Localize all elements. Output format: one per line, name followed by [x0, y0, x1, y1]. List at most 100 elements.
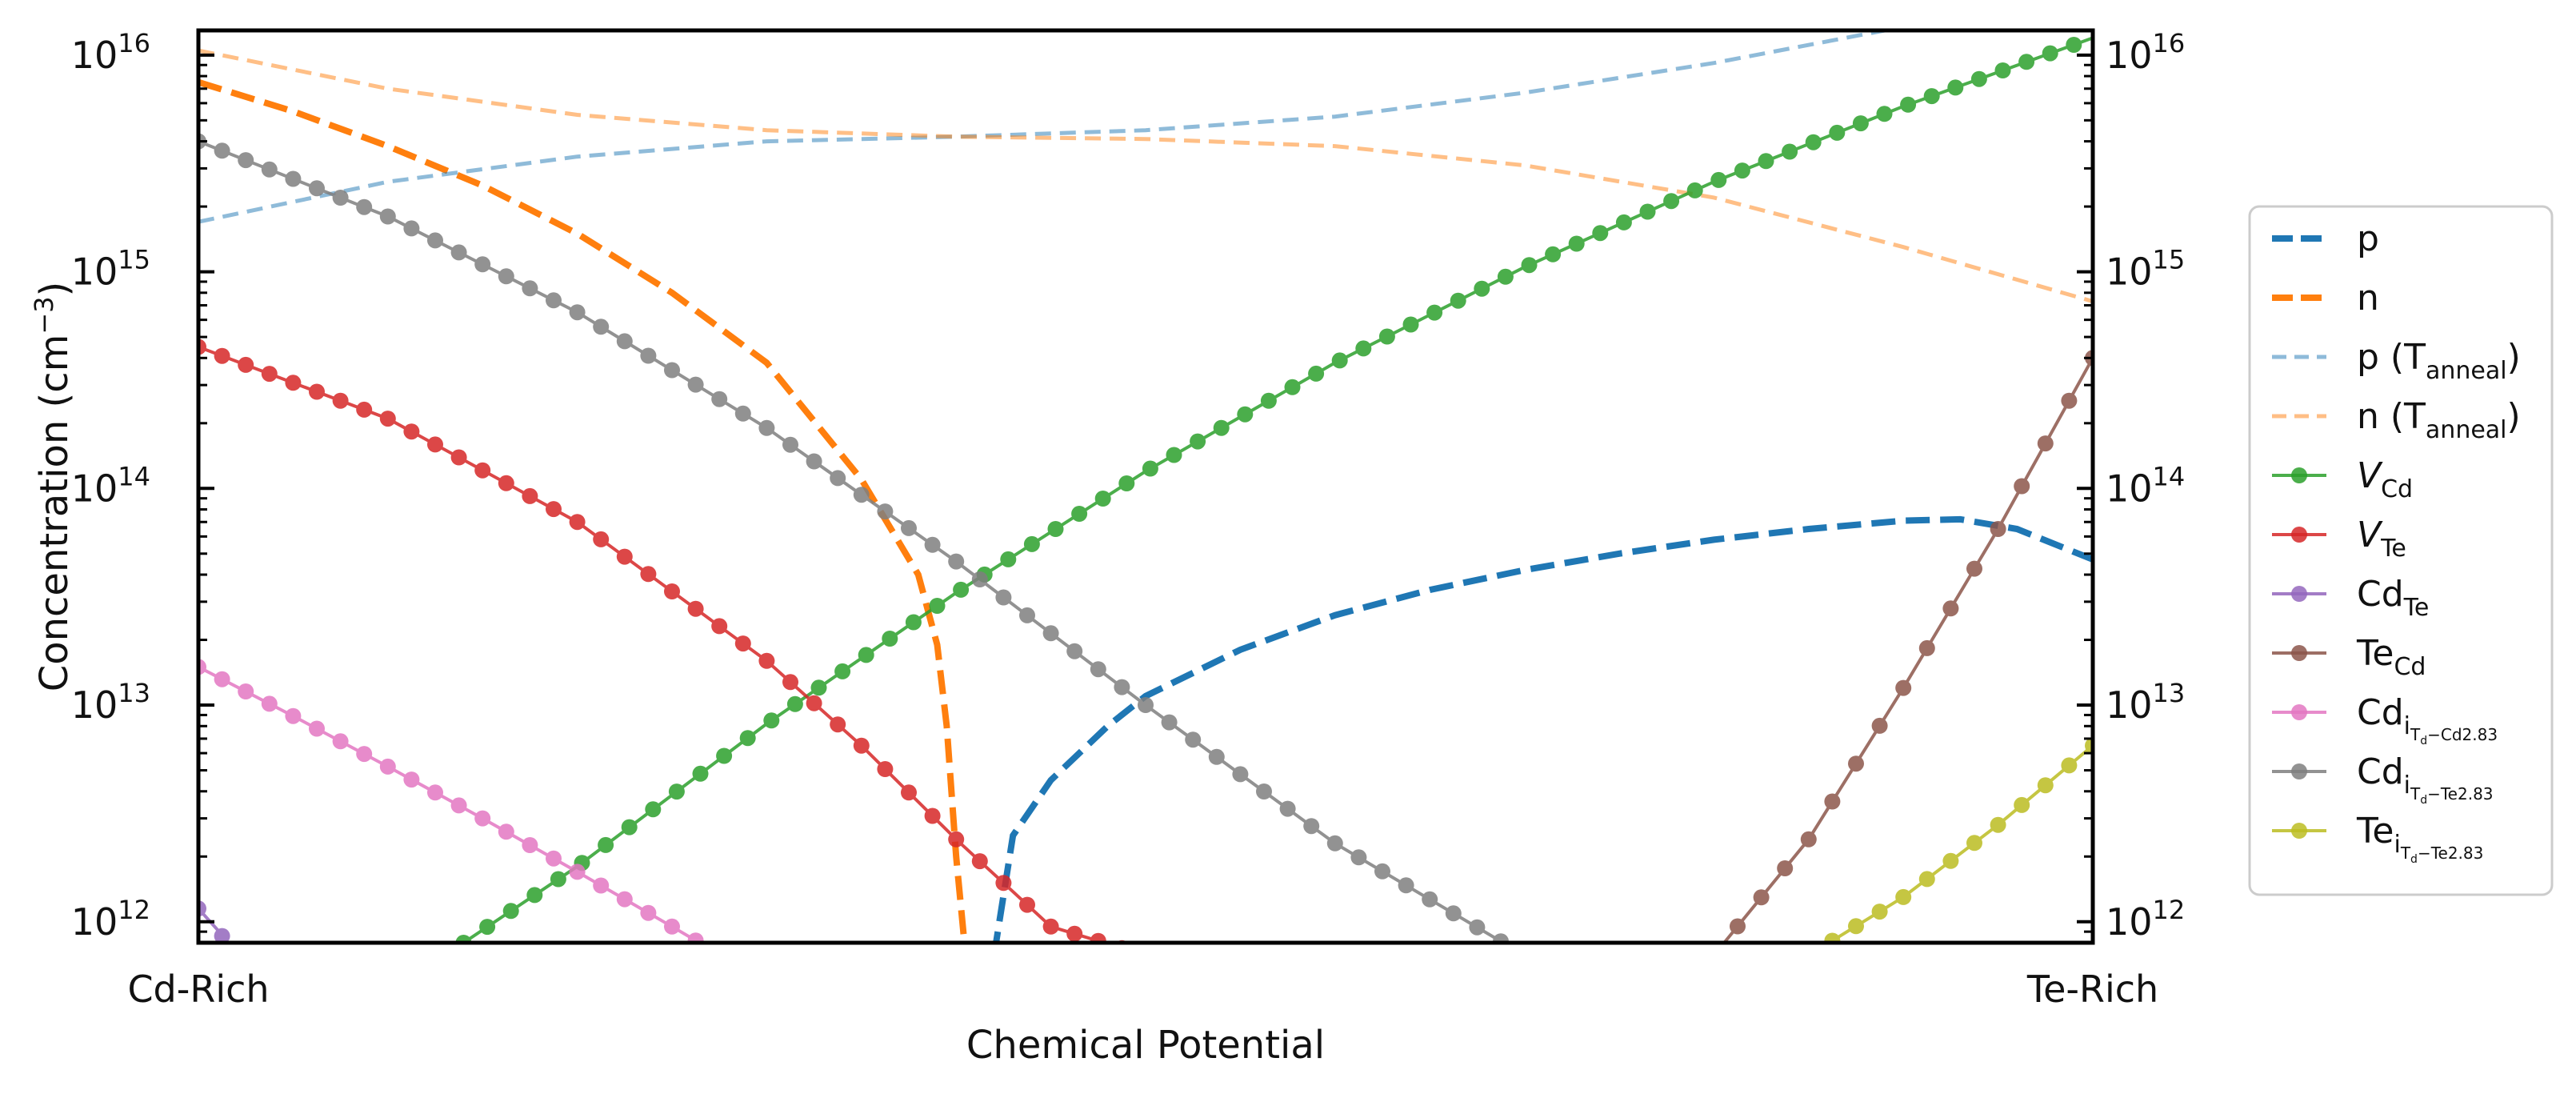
data-point-Cd_i_Te	[1445, 905, 1462, 922]
data-point-V_Te	[971, 853, 988, 870]
legend-label-suffix: )	[2507, 337, 2521, 378]
data-point-V_Cd	[1237, 406, 1254, 423]
data-point-V_Te	[474, 462, 491, 479]
data-point-Cd_i_Cd	[616, 891, 633, 908]
legend-label-sub: Cd	[2394, 653, 2426, 681]
data-point-V_Cd	[1947, 79, 1964, 96]
data-point-Te_Cd	[1990, 521, 2006, 537]
data-point-V_Cd	[1592, 225, 1609, 242]
legend-marker-Te_i_Te	[2291, 823, 2307, 839]
data-point-V_Te	[261, 366, 278, 383]
data-point-V_Cd	[1378, 328, 1395, 345]
data-point-Te_Cd	[1777, 860, 1794, 876]
data-point-V_Cd	[692, 765, 709, 782]
legend-label-sub: i	[2404, 712, 2410, 740]
x-tick-label-right: Te-Rich	[2026, 968, 2158, 1011]
y-axis-label-main: Concentration (cm	[32, 335, 77, 692]
data-point-V_Te	[356, 401, 373, 418]
data-point-Cd_i_Te	[522, 280, 538, 297]
series-V_Cd	[455, 36, 2093, 943]
series-Te_i_Te	[1824, 737, 2093, 943]
legend-label-sub: anneal	[2426, 416, 2507, 444]
legend-label-main: Cd	[2357, 692, 2404, 733]
series-p_anneal	[198, 30, 1896, 224]
data-point-V_Te	[853, 737, 870, 754]
y-tick-base: 10	[71, 683, 118, 727]
data-point-V_Cd	[1639, 203, 1656, 220]
data-point-Cd_i_Te	[474, 256, 491, 273]
data-point-Cd_i_Te	[1138, 697, 1154, 713]
y-tick-label-right: 1016	[2106, 28, 2185, 77]
data-point-V_Cd	[1331, 352, 1348, 369]
y-tick-exp: 12	[118, 895, 150, 925]
legend-label-main: Te	[2356, 633, 2394, 674]
legend-marker-Te_Cd	[2291, 645, 2307, 661]
data-point-V_Cd	[1000, 551, 1017, 567]
y-tick-base: 10	[71, 467, 118, 510]
data-point-V_Cd	[1284, 379, 1301, 395]
data-point-Cd_i_Te	[901, 519, 917, 536]
y-tick-exp: 15	[2153, 245, 2186, 275]
legend-label-Te_Cd: TeCd	[2356, 633, 2426, 681]
data-point-Te_i_Te	[1895, 888, 1912, 905]
data-point-Te_i_Te	[1871, 904, 1888, 920]
data-point-V_Te	[734, 635, 751, 652]
data-point-V_Cd	[739, 730, 756, 747]
data-point-V_Cd	[1829, 124, 1846, 141]
data-point-Cd_i_Cd	[332, 733, 349, 750]
data-point-Cd_i_Te	[238, 152, 254, 169]
series-Cd_i_Te	[198, 133, 1509, 943]
data-point-Cd_i_Te	[1232, 766, 1249, 783]
series-line-p_anneal	[198, 30, 1896, 224]
data-point-V_Te	[522, 487, 538, 504]
legend-label-sub: anneal	[2426, 357, 2507, 385]
legend-label-sub: Te	[2380, 535, 2406, 563]
data-point-V_Te	[450, 449, 467, 466]
series-Te_Cd	[1706, 350, 2093, 964]
data-point-Te_Cd	[2037, 435, 2054, 452]
legend-item-n_anneal: n (Tanneal)	[2272, 396, 2521, 444]
data-point-Cd_i_Te	[1042, 625, 1059, 642]
data-point-V_Cd	[526, 887, 543, 904]
legend-label-sub: i	[2404, 771, 2410, 799]
data-point-Cd_i_Te	[569, 304, 586, 321]
data-point-V_Te	[640, 566, 657, 583]
y-tick-exp: 16	[2153, 28, 2186, 58]
data-point-V_Cd	[786, 695, 803, 712]
data-point-Te_Cd	[1730, 918, 1746, 935]
data-point-Te_Cd	[1706, 948, 1722, 964]
data-point-Cd_i_Cd	[309, 720, 325, 737]
data-point-V_Cd	[550, 871, 566, 888]
legend-label-sub: i	[2394, 831, 2400, 859]
data-point-Cd_i_Cd	[403, 771, 420, 788]
data-point-V_Te	[1042, 918, 1059, 935]
data-point-V_Cd	[1142, 460, 1158, 477]
data-point-V_Cd	[2066, 37, 2082, 53]
y-tick-base: 10	[2106, 900, 2153, 944]
data-point-Cd_i_Te	[830, 470, 846, 487]
data-point-V_Cd	[1615, 214, 1632, 230]
data-point-Te_Cd	[1753, 889, 1770, 906]
data-point-Cd_i_Cd	[498, 824, 514, 840]
legend-label-suffix: )	[2507, 396, 2521, 437]
y-tick-label-right: 1013	[2106, 678, 2185, 727]
x-axis-label: Chemical Potential	[966, 1023, 1325, 1068]
data-point-Cd_i_Te	[332, 190, 349, 206]
data-point-Cd_i_Cd	[214, 671, 230, 687]
legend-marker-Cd_i_Cd	[2291, 704, 2307, 720]
data-point-V_Te	[1138, 948, 1154, 964]
y-axis-label: Concentration (cm−3)	[29, 282, 77, 692]
data-point-V_Te	[285, 375, 302, 391]
data-point-V_Cd	[1402, 316, 1419, 333]
legend-label-Cd_i_Cd: CdiTd−Cd2.83	[2357, 692, 2498, 747]
legend-item-n: n	[2272, 278, 2379, 319]
data-point-Cd_i_Te	[1303, 818, 1320, 835]
legend-label-V_Cd: VCd	[2357, 455, 2413, 503]
y-tick-base: 10	[71, 34, 118, 77]
legend-marker-V_Cd	[2291, 467, 2307, 483]
data-point-V_Cd	[1166, 447, 1182, 463]
data-point-V_Te	[782, 674, 798, 691]
legend-label-subsub: T	[2410, 725, 2421, 744]
data-point-Cd_i_Te	[664, 362, 680, 379]
